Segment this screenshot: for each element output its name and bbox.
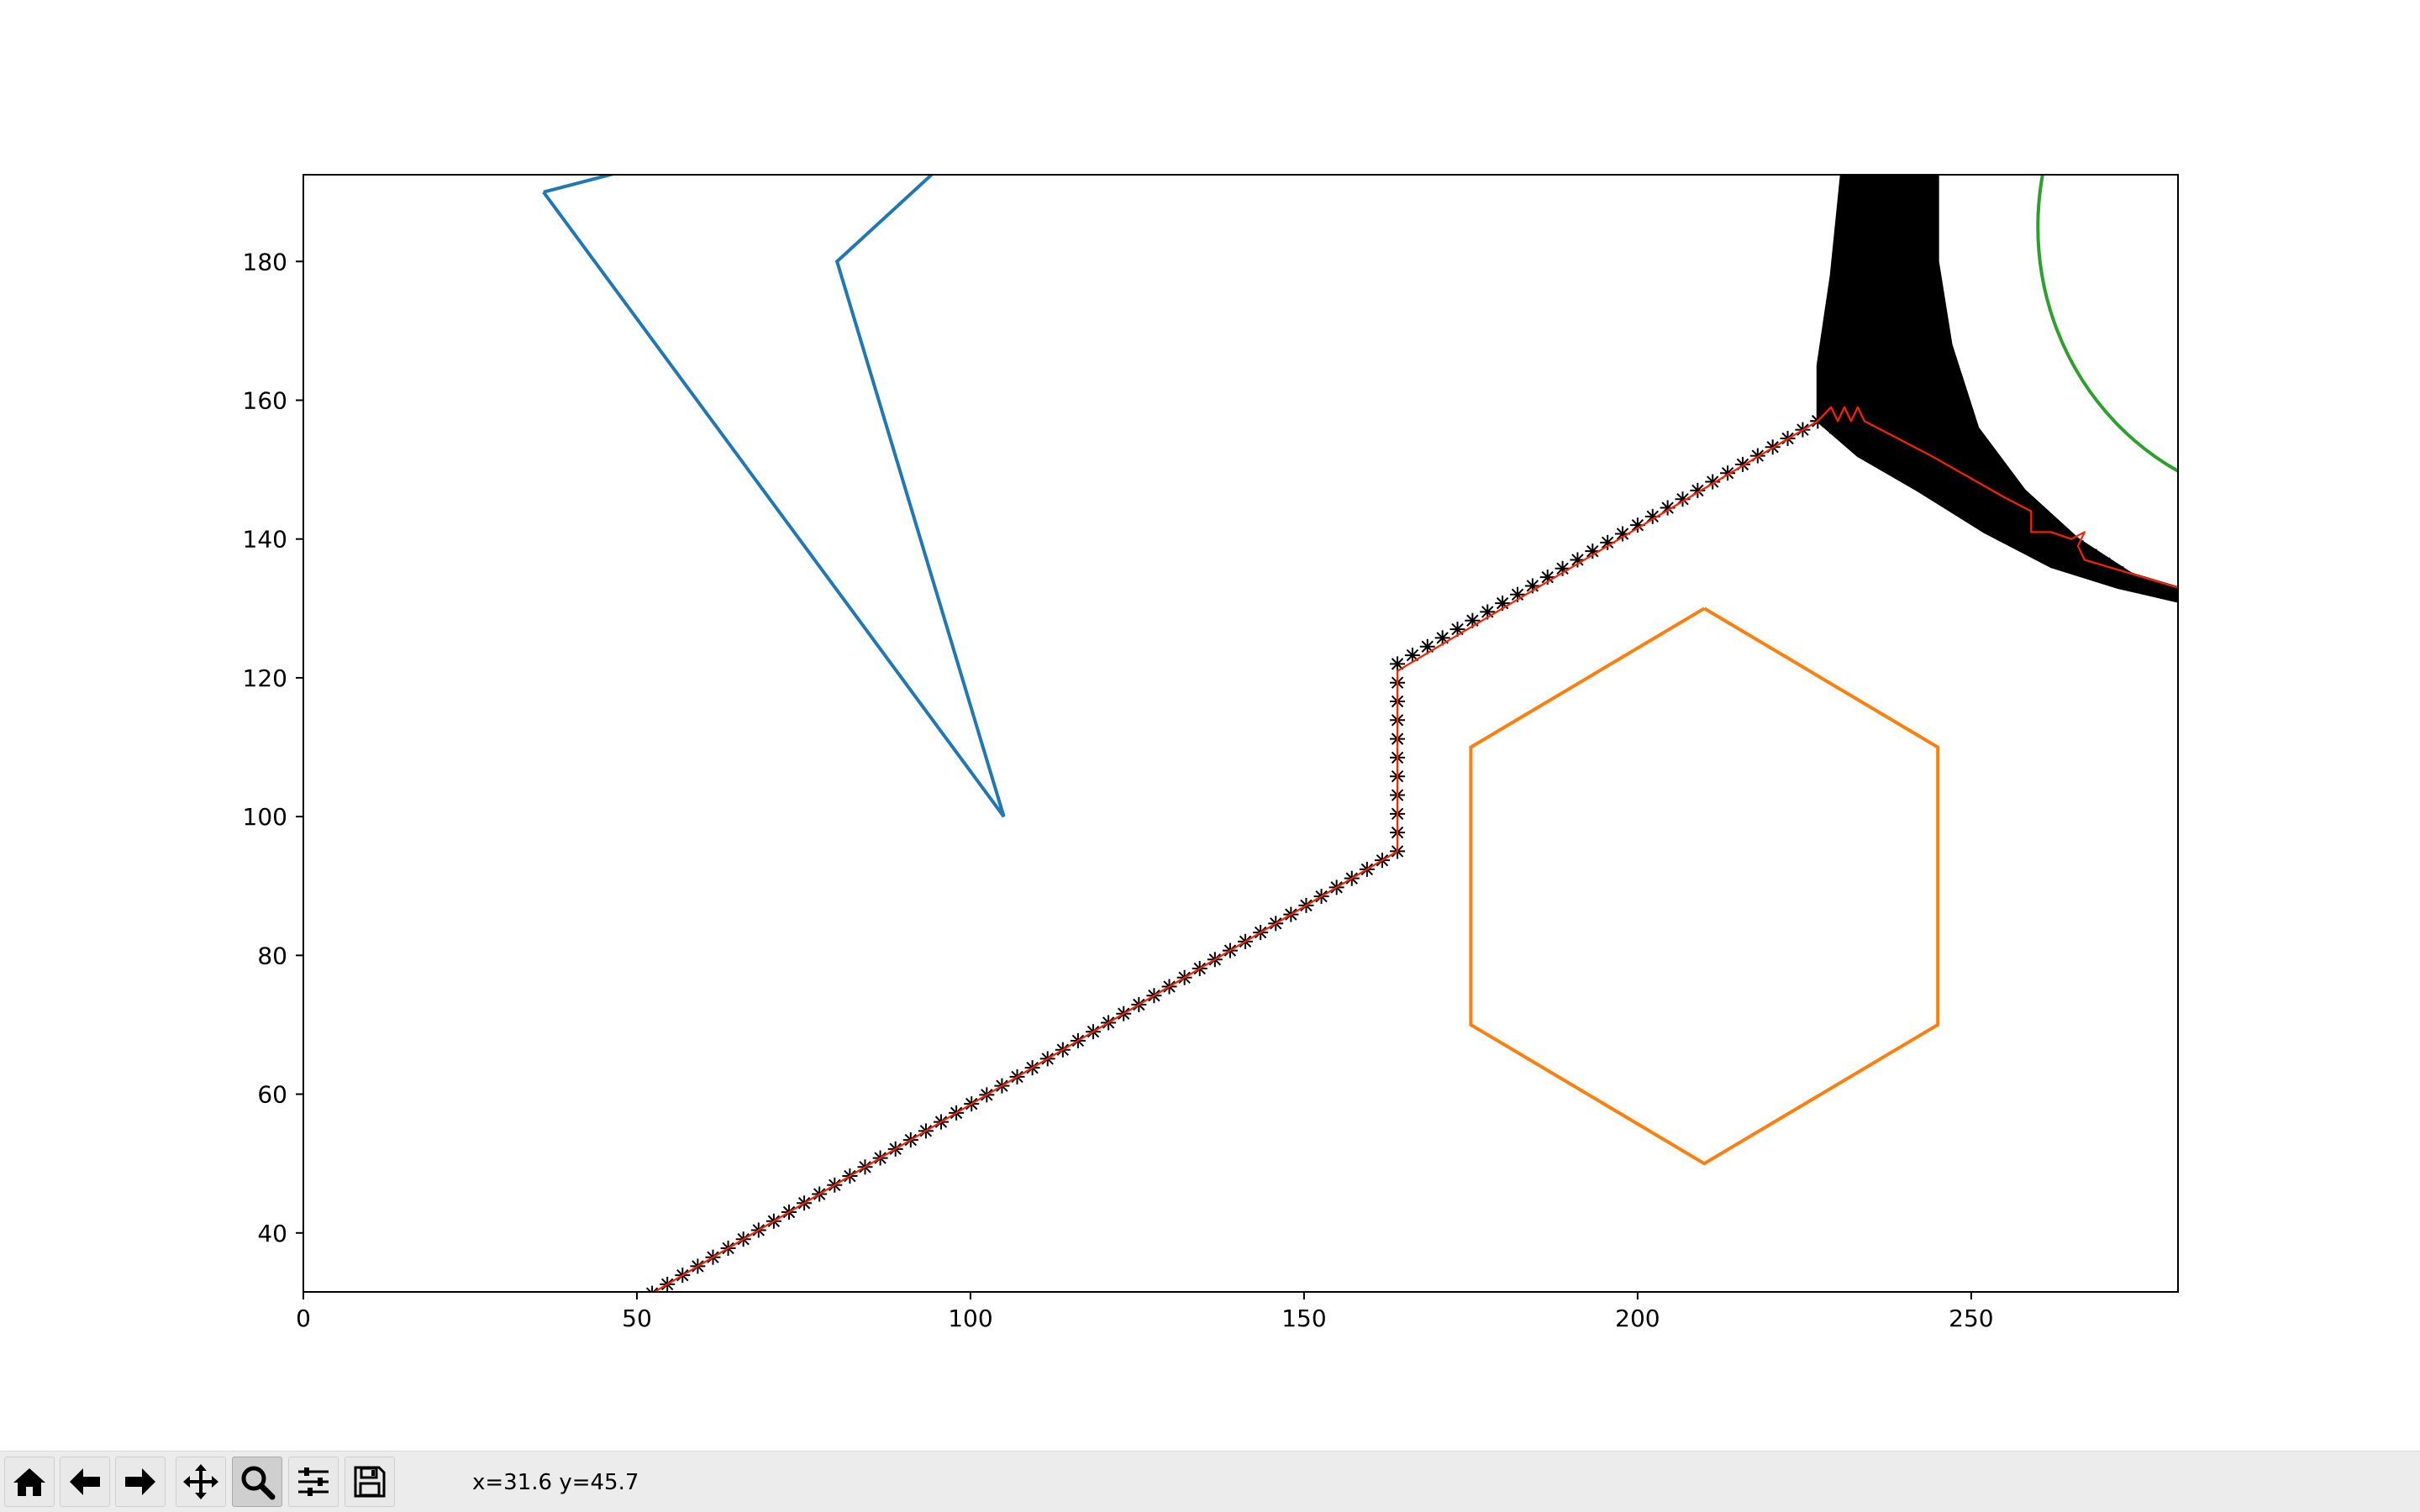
pan-button[interactable] bbox=[176, 1457, 226, 1507]
configure-subplots-icon bbox=[298, 1467, 329, 1496]
save-icon bbox=[354, 1466, 386, 1498]
path-marker bbox=[1896, 447, 1913, 465]
y-tick-label: 60 bbox=[257, 1081, 287, 1109]
home-button[interactable] bbox=[4, 1457, 55, 1507]
y-tick-label: 40 bbox=[257, 1220, 287, 1247]
path-marker bbox=[1403, 647, 1421, 664]
path-marker bbox=[1826, 419, 1844, 437]
obstacle-polygon-1 bbox=[1469, 606, 1940, 1166]
path-marker bbox=[1981, 491, 1998, 508]
x-tick-label: 100 bbox=[948, 1305, 992, 1332]
save-button[interactable] bbox=[345, 1457, 395, 1507]
path-marker bbox=[1418, 638, 1436, 655]
path-marker bbox=[1998, 500, 2016, 517]
plot-canvas[interactable]: 0 50 100 150 200 250 40 60 80 100 120 140 160 180 bbox=[0, 0, 2420, 1451]
pan-icon bbox=[183, 1464, 218, 1499]
zoom-button[interactable] bbox=[232, 1457, 282, 1507]
y-tick-label: 80 bbox=[257, 942, 287, 969]
path-marker bbox=[644, 1284, 661, 1292]
path-marker bbox=[1844, 426, 1861, 444]
obstacle-polygon-0 bbox=[542, 175, 1006, 818]
configure-subplots-button[interactable] bbox=[288, 1457, 339, 1507]
home-icon bbox=[13, 1468, 45, 1496]
y-tick-label: 160 bbox=[243, 386, 287, 414]
path-marker bbox=[1912, 455, 1930, 473]
marker-cloud-region bbox=[1816, 175, 2178, 603]
path-marker bbox=[1946, 473, 1964, 491]
forward-button[interactable] bbox=[115, 1457, 166, 1507]
path-marker bbox=[2016, 509, 2033, 527]
forward-icon bbox=[125, 1468, 155, 1495]
zoom-icon bbox=[241, 1466, 276, 1500]
path-marker bbox=[1929, 465, 1947, 482]
y-tick-label: 140 bbox=[243, 526, 287, 554]
navigation-toolbar: x=31.6 y=45.7 bbox=[0, 1451, 2420, 1512]
y-tick-label: 100 bbox=[243, 803, 287, 831]
x-tick-label: 50 bbox=[622, 1305, 652, 1332]
path-marker bbox=[1861, 433, 1879, 451]
plot-data-layer bbox=[542, 175, 2178, 1292]
back-button[interactable] bbox=[60, 1457, 110, 1507]
x-tick-label: 0 bbox=[296, 1305, 311, 1332]
x-tick-label: 250 bbox=[1949, 1305, 1993, 1332]
x-tick-label: 200 bbox=[1615, 1305, 1660, 1332]
x-tick-label: 150 bbox=[1281, 1305, 1326, 1332]
path-marker bbox=[1389, 655, 1407, 673]
ticks-layer: 0 50 100 150 200 250 40 60 80 100 120 140 160 180 bbox=[243, 248, 1994, 1332]
back-icon bbox=[70, 1468, 100, 1495]
y-tick-label: 120 bbox=[243, 664, 287, 692]
y-tick-label: 180 bbox=[243, 248, 287, 276]
axes-frame bbox=[302, 174, 2179, 1293]
path-marker bbox=[1878, 440, 1896, 458]
cursor-coordinates: x=31.6 y=45.7 bbox=[472, 1470, 639, 1495]
path-marker bbox=[1962, 481, 1980, 499]
planned-path-line bbox=[652, 406, 2178, 1292]
obstacle-circle bbox=[2036, 175, 2178, 473]
